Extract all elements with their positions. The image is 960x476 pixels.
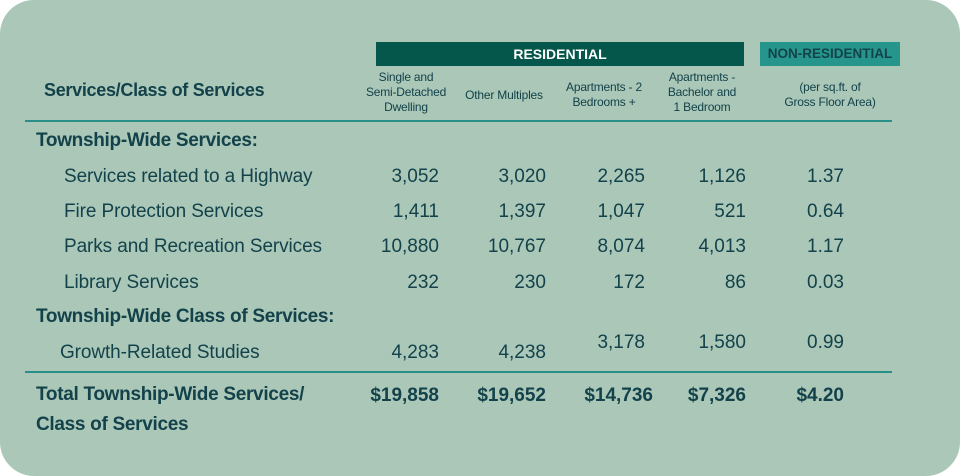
total-cell: $7,326 bbox=[687, 385, 746, 406]
cell: 0.99 bbox=[807, 332, 844, 353]
total-cell: $19,858 bbox=[370, 385, 439, 406]
cell: 230 bbox=[514, 272, 546, 293]
cell: 1.17 bbox=[807, 236, 844, 257]
residential-banner: RESIDENTIAL bbox=[376, 42, 744, 66]
non-residential-banner: NON-RESIDENTIAL bbox=[760, 42, 900, 66]
col-header-per-sqft: (per sq.ft. of Gross Floor Area) bbox=[784, 80, 876, 109]
row-label: Parks and Recreation Services bbox=[64, 236, 322, 257]
cell: 0.64 bbox=[807, 201, 844, 222]
cell: 2,265 bbox=[597, 166, 645, 187]
cell: 4,013 bbox=[698, 236, 746, 257]
header-divider bbox=[25, 120, 892, 122]
cell: 10,767 bbox=[487, 236, 546, 257]
cell: 10,880 bbox=[380, 236, 439, 257]
cell: 1,126 bbox=[698, 166, 746, 187]
total-label: Total Township-Wide Services/ Class of S… bbox=[36, 380, 304, 440]
col-header-single-semi: Single and Semi-Detached Dwelling bbox=[365, 70, 447, 114]
cell: 0.03 bbox=[807, 272, 844, 293]
cell: 4,283 bbox=[391, 342, 439, 363]
cell: 1,397 bbox=[498, 201, 546, 222]
cell: 86 bbox=[724, 272, 746, 293]
row-label: Fire Protection Services bbox=[64, 201, 264, 222]
cell: 3,020 bbox=[498, 166, 546, 187]
cell: 8,074 bbox=[597, 236, 645, 257]
col-header-apartments-2br: Apartments - 2 Bedrooms + bbox=[566, 80, 642, 109]
total-divider bbox=[25, 371, 892, 373]
cell: 172 bbox=[613, 272, 645, 293]
services-column-header: Services/Class of Services bbox=[44, 80, 265, 100]
cell: 3,052 bbox=[391, 166, 439, 187]
row-label: Services related to a Highway bbox=[64, 166, 313, 187]
cell: 4,238 bbox=[498, 342, 546, 363]
section-title: Township-Wide Class of Services: bbox=[36, 306, 335, 327]
cell: 1,580 bbox=[698, 332, 746, 353]
col-header-other-multiples: Other Multiples bbox=[465, 88, 543, 102]
total-cell: $19,652 bbox=[477, 385, 546, 406]
cell: 1,047 bbox=[597, 201, 645, 222]
total-label-line2: Class of Services bbox=[36, 414, 189, 435]
cell: 1.37 bbox=[807, 166, 844, 187]
row-label: Growth-Related Studies bbox=[60, 342, 260, 363]
cell: 521 bbox=[714, 201, 746, 222]
total-cell: $4.20 bbox=[796, 385, 844, 406]
cell: 1,411 bbox=[392, 201, 439, 222]
row-label: Library Services bbox=[64, 272, 199, 293]
total-label-line1: Total Township-Wide Services/ bbox=[36, 384, 305, 405]
section-title: Township-Wide Services: bbox=[36, 130, 258, 151]
cell: 232 bbox=[407, 272, 439, 293]
cell: 3,178 bbox=[597, 332, 645, 353]
total-cell: $14,736 bbox=[584, 385, 653, 406]
col-header-apartments-bachelor: Apartments - Bachelor and 1 Bedroom bbox=[667, 70, 737, 114]
